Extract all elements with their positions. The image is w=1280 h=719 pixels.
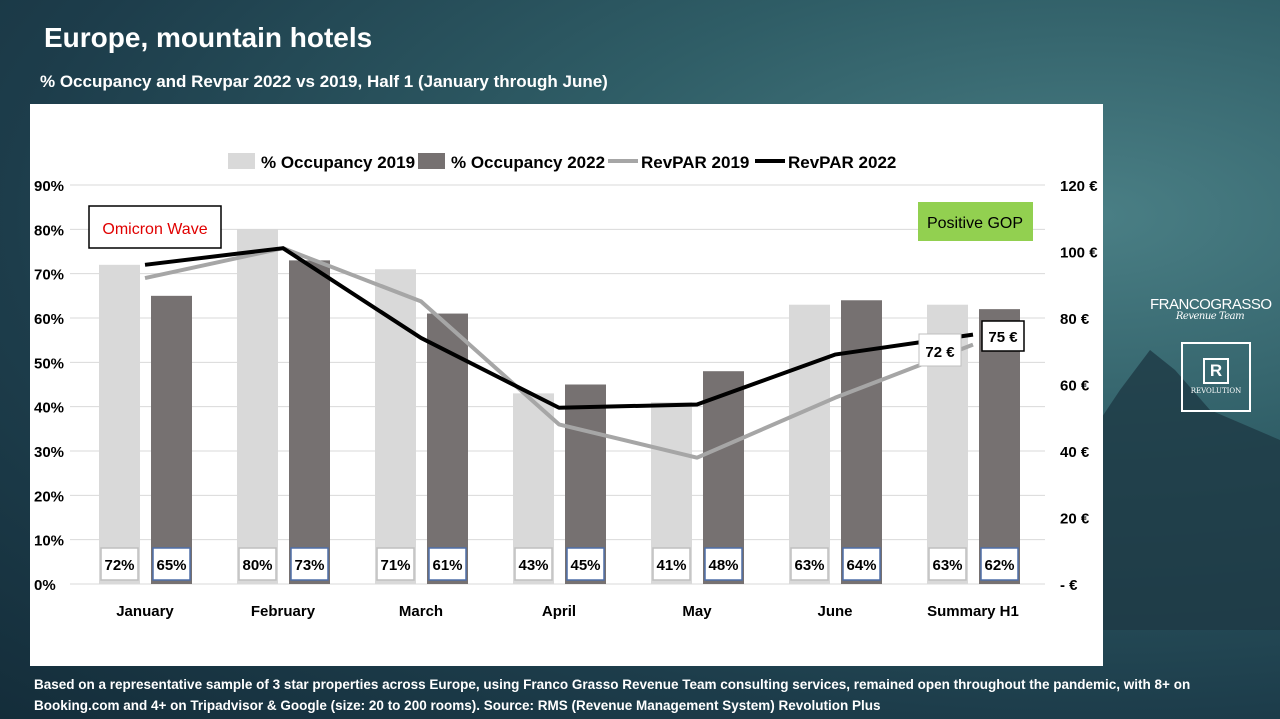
data-label-box [842,547,881,581]
bar-occupancy-2019 [99,264,140,584]
x-tick-label: April [542,603,576,620]
x-tick-label: February [251,603,316,620]
page-title: Europe, mountain hotels [44,22,373,53]
footnote: Based on a representative sample of 3 st… [34,677,1191,713]
bar-occupancy-2022 [289,260,330,584]
brand-logo-text: FRANCOGRASSO [1150,296,1272,313]
y-right-tick-label: 40 € [1060,444,1090,461]
bar-occupancy-2022 [979,309,1020,584]
bar-data-label: 71% [380,557,410,574]
y-right-tick-label: 20 € [1060,511,1090,528]
positive-gop-box [918,202,1033,241]
data-label-box [376,547,415,581]
omicron-wave-box [88,205,222,249]
revpar-2019-end-label: 72 € [925,344,955,361]
data-label-box [980,547,1019,581]
y-left-tick-label: 60% [34,311,64,328]
x-tick-label: January [116,603,174,620]
bar-occupancy-2019 [237,229,278,584]
data-label-box [290,547,329,581]
x-tick-label: Summary H1 [927,603,1019,620]
legend-label: % Occupancy 2022 [451,153,605,172]
y-right-tick-label: 120 € [1060,178,1098,195]
bar-data-label: 63% [794,557,824,574]
bar-data-label: 72% [104,557,134,574]
partner-logo-text: REVOLUTION [1190,387,1242,395]
chart: 0% 10% 20% 30% 40% 50% 60% 70% 80% 90% - € 20 € 40 €… [34,153,1098,620]
y-right-tick-label: - € [1060,577,1078,594]
positive-gop-label: Positive GOP [927,215,1023,232]
data-label-box [100,547,139,581]
revpar-2022-end-label: 75 € [988,329,1018,346]
mountain-background [1080,350,1280,630]
r-logo-icon: R [1203,358,1229,384]
y-right-tick-label: 100 € [1060,245,1098,262]
bar-occupancy-2019 [789,304,830,584]
end-label-box [981,320,1025,352]
data-label-box [514,547,553,581]
x-tick-label: May [682,603,712,620]
y-left-tick-label: 90% [34,178,64,195]
legend-label: RevPAR 2022 [788,153,896,172]
bar-occupancy-2022 [151,295,192,584]
data-label-box [238,547,277,581]
y-right-tick-label: 80 € [1060,311,1090,328]
legend-swatch [228,153,255,169]
y-left-tick-label: 20% [34,488,64,505]
bar-data-label: 62% [984,557,1014,574]
x-tick-label: March [399,603,443,620]
revolution-plus-logo: R REVOLUTION [1181,342,1251,412]
bar-data-label: 41% [656,557,686,574]
y-left-tick-label: 50% [34,355,64,372]
bar-occupancy-2019 [375,269,416,584]
bar-data-label: 64% [846,557,876,574]
brand-logo-sub: Revenue Team [1175,311,1245,322]
bar-data-label: 65% [156,557,186,574]
bar-occupancy-2022 [427,313,468,584]
data-label-box [566,547,605,581]
data-label-box [928,547,967,581]
end-label-box [918,333,962,367]
x-tick-label: June [817,603,852,620]
omicron-wave-label: Omicron Wave [102,221,207,238]
franco-grasso-logo: FRANCOGRASSO Revenue Team [1150,296,1272,322]
data-label-box [790,547,829,581]
data-label-box [704,547,743,581]
bar-data-label: 61% [432,557,462,574]
y-left-tick-label: 10% [34,533,64,550]
y-right-tick-label: 60 € [1060,378,1090,395]
bar-data-label: 80% [242,557,272,574]
data-label-box [652,547,691,581]
y-left-tick-label: 80% [34,222,64,239]
legend-swatch [418,153,445,169]
legend-label: RevPAR 2019 [641,153,749,172]
bar-data-label: 73% [294,557,324,574]
chart-panel: 0% 10% 20% 30% 40% 50% 60% 70% 80% 90% - € 20 € 40 €… [30,104,1103,666]
legend-label: % Occupancy 2019 [261,153,415,172]
y-left-tick-label: 70% [34,267,64,284]
bar-data-label: 48% [708,557,738,574]
bar-data-label: 63% [932,557,962,574]
page-subtitle: % Occupancy and Revpar 2022 vs 2019, Hal… [40,72,608,91]
bar-data-label: 43% [518,557,548,574]
line-revpar-2022 [144,246,974,410]
y-left-tick-label: 0% [34,577,56,594]
y-left-tick-label: 30% [34,444,64,461]
bar-occupancy-2022 [841,300,882,584]
y-left-tick-label: 40% [34,400,64,417]
bar-data-label: 45% [570,557,600,574]
data-label-box [152,547,191,581]
data-label-box [428,547,467,581]
